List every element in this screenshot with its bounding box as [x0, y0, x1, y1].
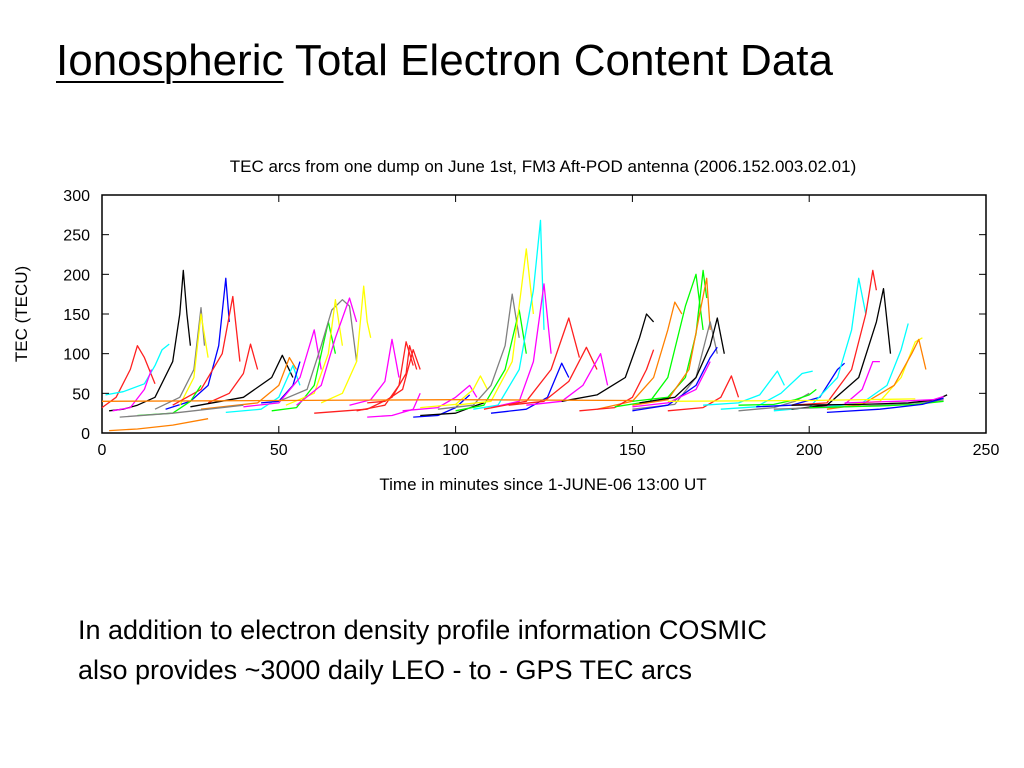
tec-arc-14	[261, 361, 301, 404]
x-tick-label: 50	[270, 442, 288, 459]
axis-ticks: 0 50 100 150 200 250 0 50 100 150 200 250 300	[63, 188, 999, 459]
tec-arc-61	[826, 338, 927, 410]
body-line-2: also provides ~3000 daily LEO - to - GPS…	[78, 655, 693, 685]
tec-arc-28	[413, 394, 471, 418]
y-tick-label: 150	[63, 307, 90, 324]
tec-arc-5	[165, 277, 230, 410]
tec-arc-17	[278, 299, 358, 402]
tec-arc-50	[703, 370, 785, 406]
tec-arc-37	[508, 346, 598, 406]
slide-title: Ionospheric Total Electron Content Data	[56, 36, 833, 86]
chart-title: TEC arcs from one dump on June 1st, FM3 …	[230, 157, 857, 176]
tec-arc-40	[596, 301, 683, 410]
tec-arc-9	[207, 343, 259, 404]
tec-arc-53	[738, 388, 817, 406]
tec-arc-35	[483, 317, 581, 410]
y-tick-label: 100	[63, 347, 90, 364]
tec-arc-33	[473, 219, 545, 410]
y-tick-label: 300	[63, 188, 90, 205]
tec-arc-12	[200, 356, 298, 410]
x-axis-label: Time in minutes since 1-JUNE-06 13:00 UT	[379, 475, 706, 494]
tec-arc-7	[179, 313, 209, 406]
tec-chart: TEC arcs from one dump on June 1st, FM3 …	[0, 140, 1024, 510]
tec-arc-68	[667, 398, 916, 402]
tec-arc-67	[101, 399, 633, 402]
x-tick-label: 100	[442, 442, 469, 459]
tec-arc-65	[826, 397, 944, 414]
tec-arc-20	[320, 285, 372, 404]
tec-arc-13	[225, 364, 301, 414]
body-text: In addition to electron density profile …	[78, 610, 978, 690]
tec-arc-4	[112, 369, 153, 412]
tec-arc-26	[402, 384, 478, 412]
tec-arc-18	[285, 299, 344, 406]
tec-arc-2	[109, 269, 192, 412]
tec-arc-58	[791, 287, 892, 410]
tec-arc-47	[632, 346, 718, 412]
tec-arc-8	[172, 295, 241, 406]
tec-arc-19	[296, 297, 358, 406]
plot-lines	[101, 219, 948, 432]
tec-arc-49	[667, 375, 740, 412]
y-tick-label: 50	[72, 386, 90, 403]
tec-arc-15	[243, 329, 322, 408]
tec-arc-43	[632, 269, 708, 402]
tec-arc-21	[349, 338, 400, 406]
tec-arc-46	[639, 317, 725, 404]
tec-chart-svg: TEC arcs from one dump on June 1st, FM3 …	[12, 157, 999, 494]
tec-arc-38	[526, 353, 609, 406]
x-tick-label: 200	[796, 442, 823, 459]
x-tick-label: 250	[973, 442, 1000, 459]
tec-arc-70	[109, 418, 209, 432]
tec-arc-6	[154, 307, 206, 410]
tec-arc-39	[561, 313, 655, 402]
title-rest: Total Electron Content Data	[294, 36, 833, 85]
tec-arc-66	[844, 395, 944, 404]
tec-arc-36	[490, 362, 570, 414]
body-line-1: In addition to electron density profile …	[78, 615, 767, 645]
tec-arc-48	[632, 361, 711, 408]
tec-arc-23	[314, 345, 418, 414]
y-axis-label: TEC (TECU)	[12, 266, 31, 362]
tec-arc-42	[614, 273, 704, 408]
tec-arc-27	[420, 375, 488, 409]
tec-arc-45	[632, 321, 718, 410]
tec-arc-25	[367, 393, 421, 418]
x-tick-label: 0	[98, 442, 107, 459]
tec-arc-34	[490, 283, 552, 409]
title-underlined-word: Ionospheric	[56, 36, 284, 85]
tec-arc-51	[720, 370, 813, 410]
y-tick-label: 250	[63, 228, 90, 245]
tec-arc-69	[119, 404, 244, 418]
tec-arc-56	[791, 269, 878, 406]
tec-arc-32	[455, 248, 535, 406]
x-tick-label: 150	[619, 442, 646, 459]
tec-arc-57	[809, 360, 880, 409]
tec-arc-44	[632, 277, 711, 406]
tec-arc-55	[773, 277, 867, 412]
y-tick-label: 0	[81, 426, 90, 443]
tec-arc-30	[437, 293, 520, 410]
tec-arc-24	[367, 349, 421, 404]
tec-arc-31	[455, 309, 527, 412]
tec-arc-1	[101, 345, 156, 409]
tec-arc-41	[579, 349, 655, 412]
y-tick-label: 200	[63, 267, 90, 284]
